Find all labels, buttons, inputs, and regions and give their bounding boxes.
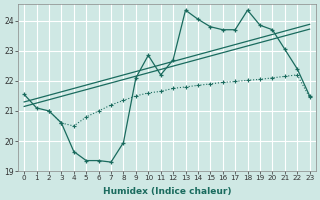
X-axis label: Humidex (Indice chaleur): Humidex (Indice chaleur) bbox=[103, 187, 231, 196]
